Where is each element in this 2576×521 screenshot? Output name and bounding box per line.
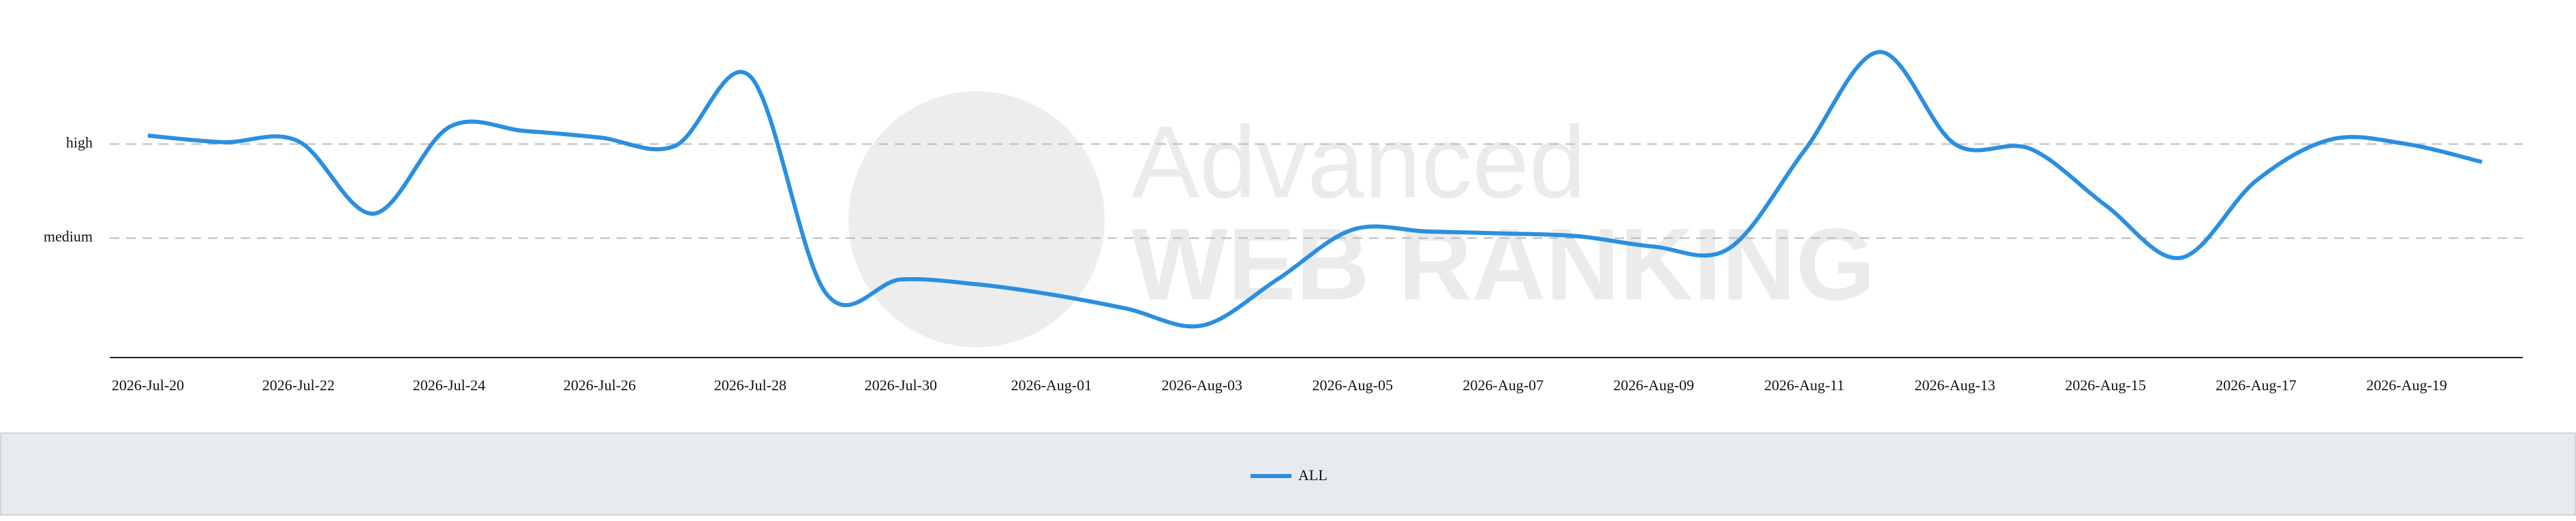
x-tick-label: 2026-Jul-28: [714, 377, 786, 394]
watermark-globe: [848, 91, 1105, 347]
x-tick-label: 2026-Aug-11: [1764, 377, 1845, 394]
x-tick-label: 2026-Aug-03: [1162, 377, 1243, 394]
watermark: Advanced WEB RANKING: [848, 91, 1875, 347]
x-tick-label: 2026-Jul-22: [262, 377, 335, 394]
x-tick-label: 2026-Aug-13: [1914, 377, 1995, 394]
legend-label: ALL: [1298, 467, 1328, 484]
x-tick-label: 2026-Jul-26: [564, 377, 636, 394]
x-tick-label: 2026-Jul-30: [865, 377, 937, 394]
x-tick-label: 2026-Aug-01: [1011, 377, 1092, 394]
x-tick-label: 2026-Aug-19: [2366, 377, 2447, 394]
watermark-text: Advanced: [1131, 105, 1586, 219]
y-tick-label: high: [66, 134, 93, 151]
series-line: [147, 50, 2483, 329]
x-tick-label: 2026-Jul-24: [413, 377, 485, 394]
x-tick-label: 2026-Aug-07: [1462, 377, 1544, 394]
x-tick-label: 2026-Jul-20: [112, 377, 184, 394]
x-tick-label: 2026-Aug-17: [2215, 377, 2297, 394]
x-tick-label: 2026-Aug-09: [1613, 377, 1694, 394]
y-tick-label: medium: [44, 228, 93, 245]
x-tick-label: 2026-Aug-15: [2065, 377, 2146, 394]
x-tick-label: 2026-Aug-05: [1312, 377, 1393, 394]
